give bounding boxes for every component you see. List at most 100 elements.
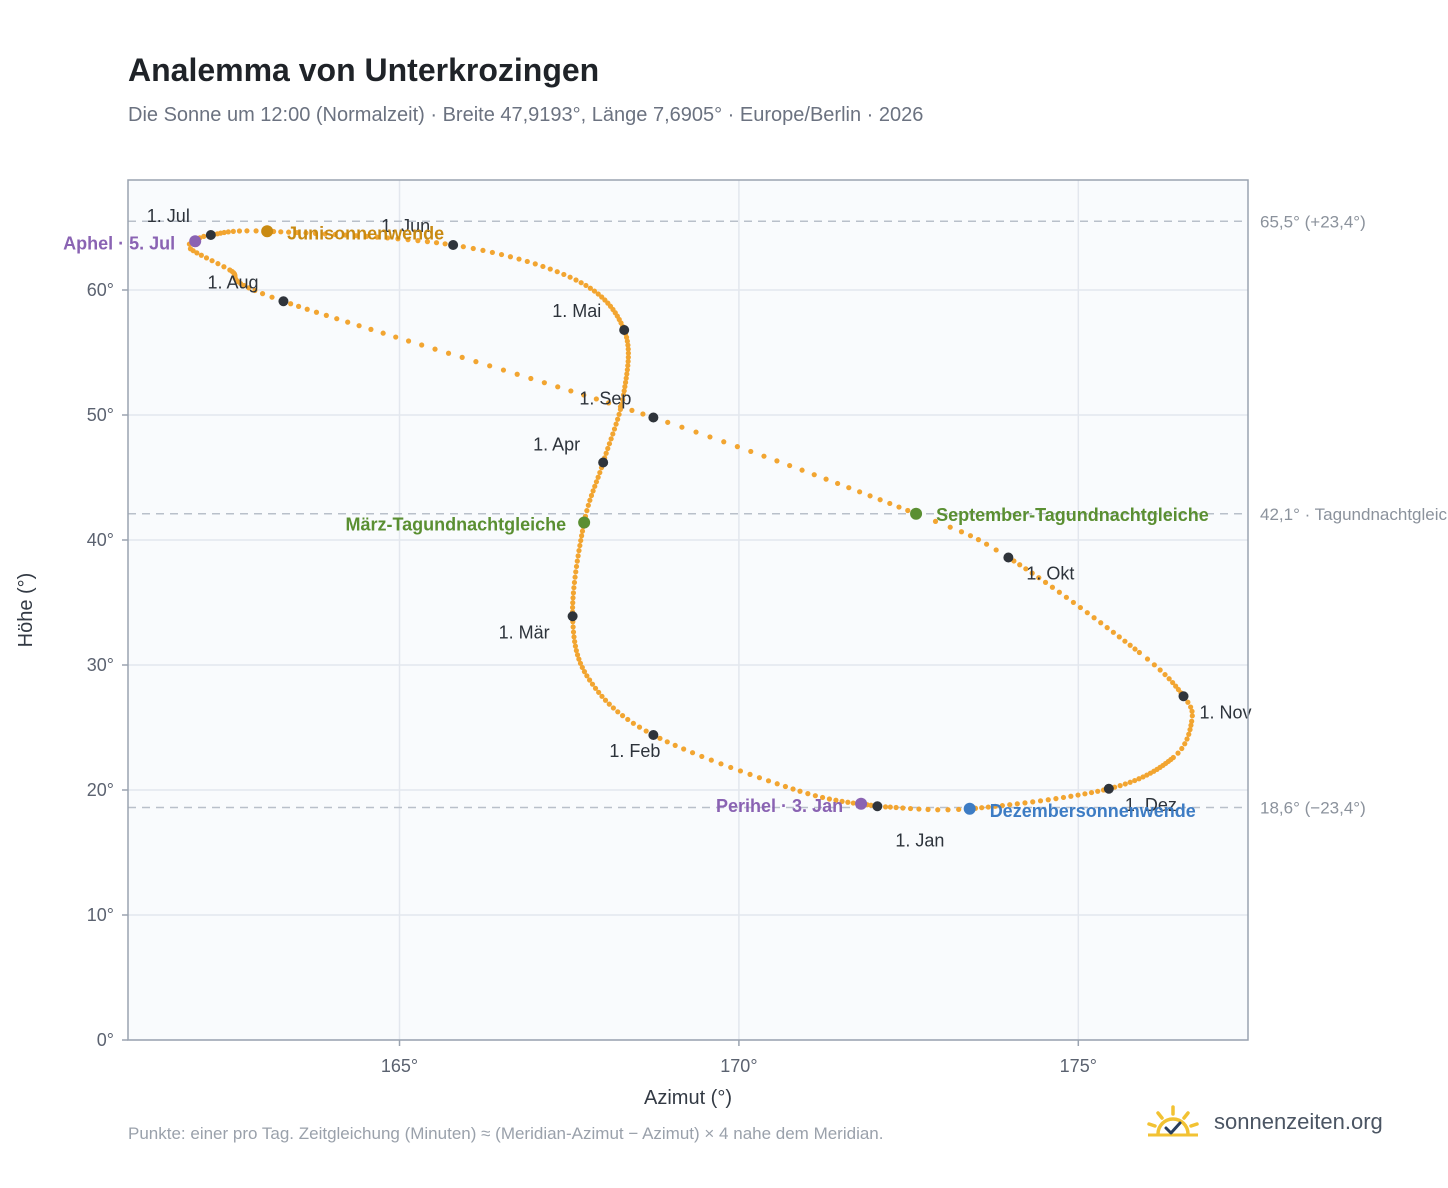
daily-point bbox=[586, 677, 593, 683]
daily-point bbox=[610, 705, 616, 711]
daily-point bbox=[707, 434, 713, 440]
daily-point bbox=[797, 788, 803, 794]
daily-point bbox=[433, 240, 440, 246]
daily-point bbox=[432, 346, 438, 352]
daily-point bbox=[619, 713, 626, 719]
month-label: 1. Mär bbox=[499, 622, 550, 642]
daily-point bbox=[679, 424, 685, 430]
daily-point bbox=[747, 771, 753, 777]
daily-point bbox=[1188, 722, 1194, 728]
y-tick-label: 0° bbox=[97, 1030, 114, 1050]
daily-point bbox=[708, 757, 714, 763]
daily-point bbox=[999, 802, 1005, 809]
daily-point bbox=[313, 309, 320, 315]
event-markers: Junisonnenwende Dezembersonnenwende März-T… bbox=[63, 223, 1209, 821]
daily-point bbox=[1132, 777, 1138, 784]
june-solstice-marker bbox=[261, 225, 274, 238]
month-label: 1. Nov bbox=[1200, 702, 1252, 722]
daily-point bbox=[1068, 793, 1074, 799]
daily-point bbox=[1184, 736, 1190, 742]
month-label: 1. Okt bbox=[1026, 564, 1074, 584]
daily-point bbox=[799, 467, 805, 473]
daily-point bbox=[585, 502, 591, 508]
september-equinox-label: September-Tagundnachtgleiche bbox=[936, 505, 1209, 525]
daily-point bbox=[576, 656, 582, 662]
daily-point bbox=[734, 444, 740, 450]
brand-logo[interactable]: sonnenzeiten.org bbox=[1146, 1102, 1383, 1142]
daily-point bbox=[1036, 575, 1042, 581]
daily-point bbox=[1029, 570, 1035, 576]
month-label: 1. Jul bbox=[147, 206, 190, 226]
daily-point bbox=[547, 266, 553, 272]
daily-point bbox=[460, 244, 466, 250]
daily-point bbox=[610, 431, 616, 437]
y-tick-label: 60° bbox=[87, 280, 114, 300]
daily-point bbox=[630, 720, 636, 726]
daily-point bbox=[419, 342, 425, 348]
daily-point bbox=[1117, 783, 1123, 789]
daily-point bbox=[625, 716, 631, 723]
daily-point bbox=[774, 781, 780, 787]
daily-point bbox=[278, 229, 284, 235]
daily-point bbox=[985, 804, 991, 810]
daily-point bbox=[368, 326, 374, 332]
daily-point bbox=[833, 797, 839, 803]
daily-point bbox=[615, 709, 621, 715]
daily-point bbox=[737, 768, 744, 774]
daily-point bbox=[489, 249, 495, 256]
daily-point bbox=[459, 354, 465, 360]
daily-point bbox=[1063, 594, 1069, 600]
daily-point bbox=[356, 323, 362, 329]
daily-point bbox=[625, 354, 631, 360]
daily-point bbox=[624, 367, 630, 373]
daily-point bbox=[498, 251, 505, 258]
daily-point bbox=[295, 303, 302, 309]
daily-point bbox=[1132, 646, 1138, 652]
daily-point bbox=[514, 371, 520, 377]
x-tick-label: 165° bbox=[381, 1056, 418, 1076]
axis-ticks: 165° 170° 175° 0° 10° 20° 30° 40° 50° 60° bbox=[87, 280, 1097, 1076]
daily-point bbox=[577, 542, 583, 549]
daily-point bbox=[1053, 796, 1059, 802]
daily-point bbox=[975, 537, 982, 543]
daily-point bbox=[1060, 794, 1067, 801]
daily-point bbox=[573, 277, 579, 283]
daily-point bbox=[945, 807, 951, 813]
daily-point bbox=[470, 245, 476, 252]
daily-point bbox=[868, 802, 874, 808]
daily-point bbox=[259, 291, 266, 297]
daily-point bbox=[1179, 745, 1185, 752]
daily-point bbox=[595, 474, 601, 480]
daily-point bbox=[480, 247, 486, 253]
daily-point bbox=[1187, 727, 1193, 733]
daily-point bbox=[415, 238, 421, 244]
daily-point bbox=[579, 528, 586, 534]
daily-point bbox=[570, 595, 576, 601]
daily-point bbox=[867, 493, 873, 499]
daily-point bbox=[1070, 599, 1076, 606]
month-markers: 1. Jan 1. Feb 1. Mär 1. Apr 1. Mai 1. Jun 1. J… bbox=[147, 206, 1252, 850]
daily-point bbox=[590, 488, 596, 494]
month-label: 1. Sep bbox=[579, 389, 631, 409]
daily-point bbox=[244, 228, 250, 234]
daily-point bbox=[625, 346, 631, 352]
daily-point bbox=[442, 241, 448, 247]
daily-point bbox=[303, 230, 309, 236]
daily-point bbox=[611, 426, 618, 432]
daily-point bbox=[252, 287, 258, 294]
daily-point bbox=[570, 600, 576, 606]
month-marker bbox=[648, 412, 659, 423]
daily-point bbox=[1049, 584, 1056, 590]
daily-point bbox=[1185, 699, 1191, 705]
perihelion-label: Perihel · 3. Jan bbox=[716, 796, 843, 816]
daily-point bbox=[1030, 799, 1036, 805]
plot-frame bbox=[127, 179, 1249, 1041]
daily-point bbox=[605, 445, 611, 452]
daily-point bbox=[615, 416, 621, 422]
daily-point bbox=[363, 233, 370, 239]
daily-point bbox=[1175, 750, 1181, 756]
daily-point bbox=[1189, 713, 1195, 719]
daily-point bbox=[857, 489, 863, 495]
daily-point bbox=[893, 804, 899, 811]
daily-point bbox=[294, 229, 300, 236]
